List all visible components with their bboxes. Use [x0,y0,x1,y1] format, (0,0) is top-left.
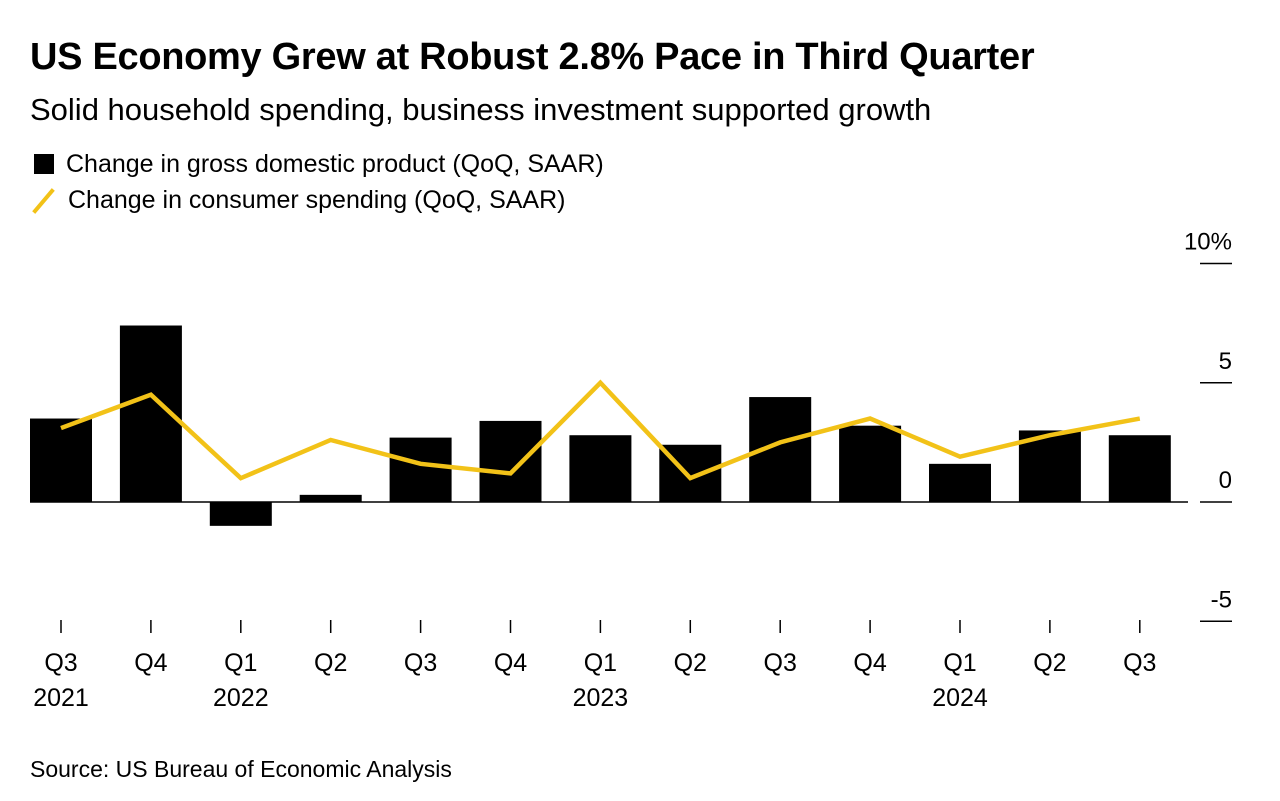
gdp-bar [479,420,542,502]
gdp-bar [929,463,991,502]
x-tick-label: Q4 [494,649,527,677]
legend-label-consumer: Change in consumer spending (QoQ, SAAR) [68,185,566,214]
x-tick-label: Q2 [314,649,347,677]
gdp-bar [209,502,272,526]
gdp-bar [30,418,92,502]
x-tick-label: Q1 [584,649,617,677]
legend-label-gdp: Change in gross domestic product (QoQ, S… [66,149,604,178]
x-tick-label: Q4 [134,649,167,677]
legend-item-consumer: Change in consumer spending (QoQ, SAAR) [30,182,604,218]
source-note: Source: US Bureau of Economic Analysis [30,756,452,782]
chart-subtitle: Solid household spending, business inves… [30,92,932,127]
gdp-bar [839,425,902,502]
legend-bar-swatch [34,154,54,174]
x-year-label: 2021 [33,684,89,712]
x-tick-label: Q3 [44,649,77,677]
gdp-bar [299,494,362,502]
x-year-label: 2024 [932,684,988,712]
x-tick-label: Q3 [1123,649,1156,677]
x-tick-label: Q2 [1033,649,1066,677]
chart-title: US Economy Grew at Robust 2.8% Pace in T… [30,36,1035,78]
y-tick-label: 5 [1219,348,1232,375]
y-tick-label: 0 [1219,467,1232,494]
x-year-label: 2022 [213,684,269,712]
gdp-bar [569,435,632,502]
x-tick-label: Q3 [404,649,437,677]
x-tick-label: Q2 [674,649,707,677]
legend: Change in gross domestic product (QoQ, S… [30,146,604,218]
x-tick-label: Q1 [943,649,976,677]
x-tick-label: Q4 [853,649,886,677]
y-tick-label: 10% [1184,229,1232,256]
legend-item-gdp: Change in gross domestic product (QoQ, S… [30,146,604,182]
x-year-label: 2023 [573,684,629,712]
x-tick-label: Q1 [224,649,257,677]
gdp-bar [1108,435,1171,502]
legend-line-swatch [32,188,55,214]
gdp-bar [389,437,452,502]
x-tick-label: Q3 [764,649,797,677]
y-tick-label: -5 [1211,586,1232,613]
